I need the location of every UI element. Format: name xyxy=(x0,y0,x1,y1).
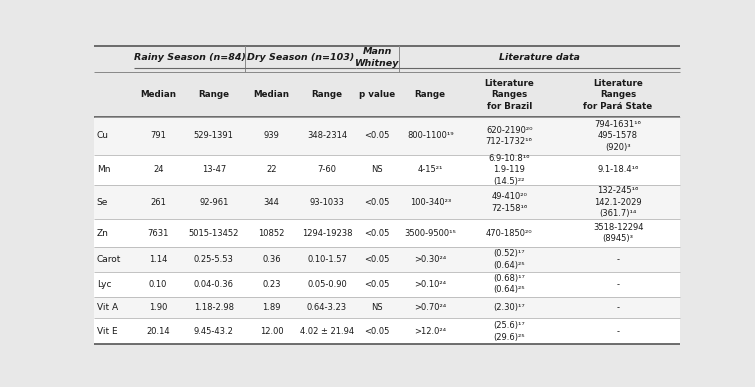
Bar xyxy=(94,296,680,318)
Text: 3500-9500¹⁵: 3500-9500¹⁵ xyxy=(404,229,456,238)
Text: Dry Season (n=103): Dry Season (n=103) xyxy=(247,53,354,62)
Text: 0.04-0.36: 0.04-0.36 xyxy=(194,280,234,289)
Text: (0.68)¹⁷
(0.64)²⁵: (0.68)¹⁷ (0.64)²⁵ xyxy=(493,274,525,295)
Text: 1294-19238: 1294-19238 xyxy=(302,229,353,238)
Text: 7631: 7631 xyxy=(147,229,169,238)
Text: 93-1033: 93-1033 xyxy=(310,198,344,207)
Bar xyxy=(94,185,680,219)
Text: >12.0²⁴: >12.0²⁴ xyxy=(414,327,446,336)
Text: 92-961: 92-961 xyxy=(199,198,229,207)
Text: 10852: 10852 xyxy=(258,229,285,238)
Text: Median: Median xyxy=(254,90,290,99)
Bar xyxy=(94,219,680,247)
Text: 49-410²⁰
72-158¹⁶: 49-410²⁰ 72-158¹⁶ xyxy=(491,192,527,212)
Text: >0.30²⁴: >0.30²⁴ xyxy=(414,255,446,264)
Text: 0.05-0.90: 0.05-0.90 xyxy=(307,280,347,289)
Text: 620-2190²⁰
712-1732¹⁶: 620-2190²⁰ 712-1732¹⁶ xyxy=(485,126,533,146)
Text: 0.10-1.57: 0.10-1.57 xyxy=(307,255,347,264)
Text: Se: Se xyxy=(97,198,108,207)
Text: 3518-12294
(8945)³: 3518-12294 (8945)³ xyxy=(593,223,643,243)
Text: 529-1391: 529-1391 xyxy=(194,132,234,140)
Text: 5015-13452: 5015-13452 xyxy=(189,229,239,238)
Text: Literature
Ranges
for Brazil: Literature Ranges for Brazil xyxy=(485,79,534,111)
Text: <0.05: <0.05 xyxy=(365,327,390,336)
Text: 9.45-43.2: 9.45-43.2 xyxy=(194,327,234,336)
Text: 7-60: 7-60 xyxy=(317,166,337,175)
Text: NS: NS xyxy=(371,303,383,312)
Bar xyxy=(94,46,680,118)
Text: -: - xyxy=(617,255,620,264)
Text: 0.10: 0.10 xyxy=(149,280,168,289)
Bar xyxy=(94,154,680,185)
Text: -: - xyxy=(617,303,620,312)
Text: Vit A: Vit A xyxy=(97,303,118,312)
Text: 800-1100¹⁹: 800-1100¹⁹ xyxy=(407,132,454,140)
Text: >0.70²⁴: >0.70²⁴ xyxy=(414,303,446,312)
Text: 1.89: 1.89 xyxy=(263,303,281,312)
Text: (0.52)¹⁷
(0.64)²⁵: (0.52)¹⁷ (0.64)²⁵ xyxy=(494,249,525,270)
Text: (2.30)¹⁷: (2.30)¹⁷ xyxy=(493,303,525,312)
Text: Mann
Whitney: Mann Whitney xyxy=(355,47,399,68)
Text: Vit E: Vit E xyxy=(97,327,117,336)
Text: 6.9-10.8¹⁶
1.9-119
(14.5)²²: 6.9-10.8¹⁶ 1.9-119 (14.5)²² xyxy=(488,154,530,186)
Text: <0.05: <0.05 xyxy=(365,229,390,238)
Text: Literature
Ranges
for Pará State: Literature Ranges for Pará State xyxy=(584,79,652,111)
Text: 470-1850²⁰: 470-1850²⁰ xyxy=(486,229,532,238)
Text: 791: 791 xyxy=(150,132,166,140)
Text: 261: 261 xyxy=(150,198,166,207)
Bar xyxy=(94,272,680,296)
Text: 0.36: 0.36 xyxy=(262,255,281,264)
Text: <0.05: <0.05 xyxy=(365,198,390,207)
Text: 12.00: 12.00 xyxy=(260,327,283,336)
Text: 794-1631¹⁶
495-1578
(920)³: 794-1631¹⁶ 495-1578 (920)³ xyxy=(595,120,642,152)
Bar xyxy=(94,118,680,154)
Text: 20.14: 20.14 xyxy=(146,327,170,336)
Text: -: - xyxy=(617,280,620,289)
Text: 100-340²³: 100-340²³ xyxy=(410,198,451,207)
Text: Range: Range xyxy=(312,90,343,99)
Text: 1.14: 1.14 xyxy=(149,255,168,264)
Text: <0.05: <0.05 xyxy=(365,255,390,264)
Text: NS: NS xyxy=(371,166,383,175)
Text: 0.25-5.53: 0.25-5.53 xyxy=(194,255,234,264)
Text: p value: p value xyxy=(359,90,396,99)
Text: -: - xyxy=(617,327,620,336)
Text: 4-15²¹: 4-15²¹ xyxy=(418,166,443,175)
Text: (25.6)¹⁷
(29.6)²⁵: (25.6)¹⁷ (29.6)²⁵ xyxy=(493,321,525,342)
Text: Zn: Zn xyxy=(97,229,109,238)
Text: Cu: Cu xyxy=(97,132,109,140)
Text: 1.90: 1.90 xyxy=(149,303,168,312)
Text: >0.10²⁴: >0.10²⁴ xyxy=(414,280,446,289)
Text: Range: Range xyxy=(414,90,445,99)
Text: <0.05: <0.05 xyxy=(365,280,390,289)
Text: Range: Range xyxy=(199,90,230,99)
Bar xyxy=(94,318,680,344)
Text: 1.18-2.98: 1.18-2.98 xyxy=(194,303,234,312)
Text: Median: Median xyxy=(140,90,176,99)
Text: <0.05: <0.05 xyxy=(365,132,390,140)
Text: 0.23: 0.23 xyxy=(263,280,281,289)
Text: 344: 344 xyxy=(263,198,279,207)
Text: 4.02 ± 21.94: 4.02 ± 21.94 xyxy=(300,327,354,336)
Text: 13-47: 13-47 xyxy=(202,166,226,175)
Text: 132-245¹⁶
142.1-2029
(361.7)¹⁴: 132-245¹⁶ 142.1-2029 (361.7)¹⁴ xyxy=(594,187,642,218)
Text: Mn: Mn xyxy=(97,166,110,175)
Text: Carot: Carot xyxy=(97,255,121,264)
Text: 9.1-18.4¹⁶: 9.1-18.4¹⁶ xyxy=(597,166,639,175)
Text: 939: 939 xyxy=(263,132,279,140)
Bar xyxy=(94,247,680,272)
Text: 22: 22 xyxy=(267,166,277,175)
Text: 0.64-3.23: 0.64-3.23 xyxy=(307,303,347,312)
Text: Literature data: Literature data xyxy=(498,53,580,62)
Text: Rainy Season (n=84): Rainy Season (n=84) xyxy=(134,53,245,62)
Text: 348-2314: 348-2314 xyxy=(307,132,347,140)
Text: 24: 24 xyxy=(153,166,163,175)
Text: Lyc: Lyc xyxy=(97,280,111,289)
